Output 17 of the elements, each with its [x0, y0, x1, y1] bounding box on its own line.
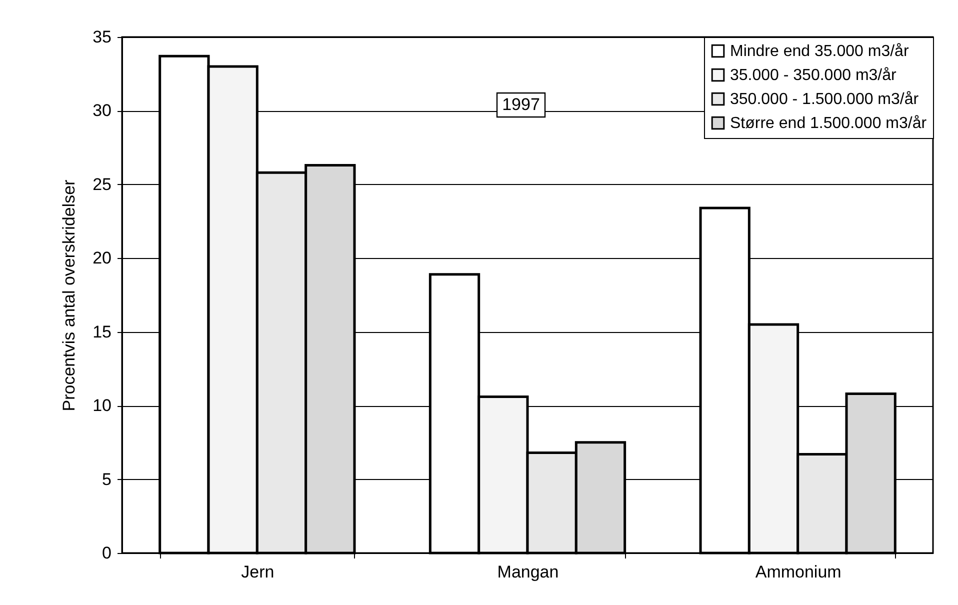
legend-label: Mindre end 35.000 m3/år	[730, 43, 910, 60]
y-tick-label: 0	[102, 544, 112, 562]
x-tick-label: Ammonium	[755, 562, 842, 582]
y-tick-label: 30	[92, 101, 112, 120]
y-tick-label: 20	[92, 248, 112, 268]
y-axis-title: Procentvis antal overskridelser	[60, 179, 79, 412]
annotation: 1997	[502, 95, 540, 114]
y-tick-label: 5	[102, 470, 112, 489]
legend-label: 35.000 - 350.000 m3/år	[730, 67, 898, 84]
legend-label: 350.000 - 1.500.000 m3/år	[730, 91, 920, 108]
y-tick-label: 10	[92, 396, 112, 416]
legend-label: Større end 1.500.000 m3/år	[730, 115, 928, 132]
y-tick-label: 15	[92, 322, 112, 342]
x-tick-label: Mangan	[497, 562, 559, 582]
x-tick-label: Jern	[241, 562, 274, 582]
y-tick-label: 35	[92, 28, 112, 46]
y-tick-label: 25	[92, 174, 112, 194]
